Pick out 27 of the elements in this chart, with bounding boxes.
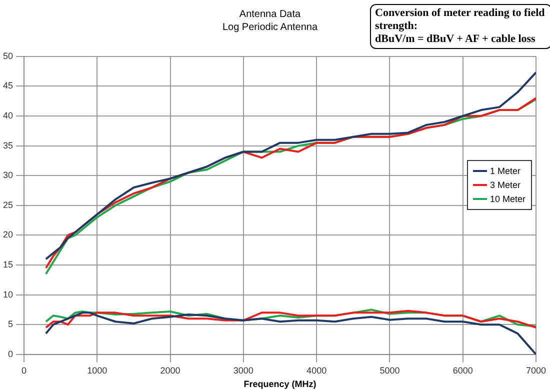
y-tick-label: 15 bbox=[2, 259, 14, 270]
x-tick-label: 7000 bbox=[526, 365, 546, 376]
x-tick-label: 4000 bbox=[306, 365, 327, 376]
chart-subtitle: Log Periodic Antenna bbox=[221, 21, 319, 34]
y-tick-label: 25 bbox=[2, 200, 14, 210]
y-tick-label: 50 bbox=[2, 50, 14, 61]
y-tick-label: 10 bbox=[2, 289, 14, 300]
x-axis-title: Frequency (MHz) bbox=[244, 379, 316, 390]
chart-title: Antenna Data bbox=[238, 8, 302, 21]
x-tick-label: 6000 bbox=[452, 365, 473, 376]
text: Conversion of meter reading to field strength: bbox=[375, 7, 546, 33]
text: dBuV/m = dBuV + AF + cable loss bbox=[375, 33, 536, 46]
y-tick-label: 45 bbox=[2, 80, 14, 91]
legend-label: 3 Meter bbox=[490, 180, 521, 190]
x-tick-label: 5000 bbox=[380, 365, 400, 376]
legend-label: 10 Meter bbox=[490, 194, 526, 204]
x-tick-label: 3000 bbox=[233, 365, 254, 376]
y-tick-label: 0 bbox=[8, 348, 14, 359]
x-tick-label: 1000 bbox=[87, 365, 108, 376]
x-tick-label: 2000 bbox=[160, 365, 180, 376]
y-tick-label: 35 bbox=[2, 140, 14, 150]
y-tick-label: 5 bbox=[8, 319, 14, 330]
legend-label: 1 Meter bbox=[490, 166, 521, 176]
y-tick-label: 40 bbox=[2, 110, 14, 120]
y-tick-label: 30 bbox=[2, 170, 14, 180]
y-tick-label: 20 bbox=[2, 230, 14, 240]
x-tick-label: 0 bbox=[22, 365, 27, 376]
